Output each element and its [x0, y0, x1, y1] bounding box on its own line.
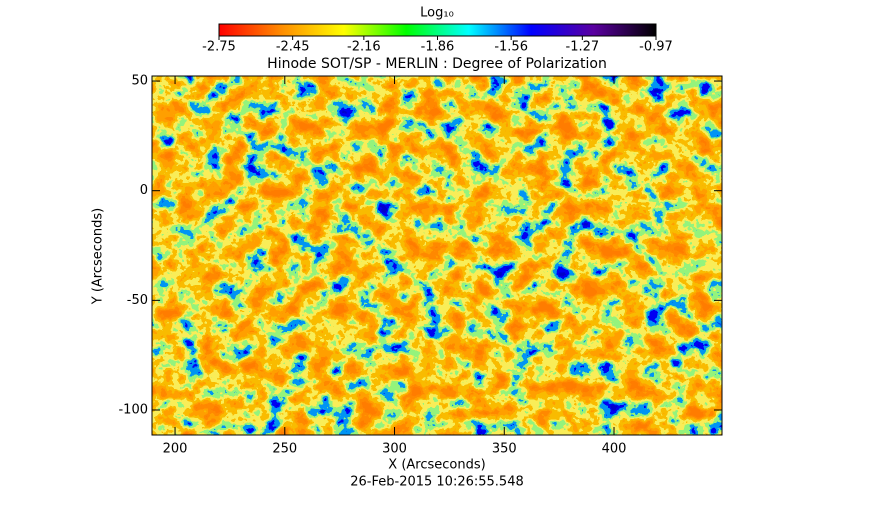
- colorbar-tick-label: -0.97: [639, 40, 673, 55]
- x-tick-label: 250: [272, 442, 297, 457]
- x-axis-label: X (Arcseconds): [388, 458, 485, 473]
- colorbar-tick-label: -1.86: [421, 40, 455, 55]
- timestamp: 26-Feb-2015 10:26:55.548: [350, 475, 524, 490]
- colorbar-tick-label: -2.75: [202, 40, 236, 55]
- y-tick-label: -100: [118, 402, 148, 417]
- y-tick-label: 50: [131, 74, 148, 89]
- colorbar: [218, 23, 657, 37]
- plot-frame: [151, 75, 723, 436]
- colorbar-tick-label: -2.45: [276, 40, 310, 55]
- heatmap-image: [152, 76, 722, 435]
- y-tick-label: 0: [140, 183, 148, 198]
- colorbar-tick-label: -2.16: [347, 40, 381, 55]
- x-tick-label: 200: [163, 442, 188, 457]
- x-tick-label: 350: [492, 442, 517, 457]
- colorbar-label: Log₁₀: [420, 6, 454, 21]
- y-tick-label: -50: [127, 293, 148, 308]
- x-tick-label: 300: [382, 442, 407, 457]
- x-tick-label: 400: [602, 442, 627, 457]
- y-axis-label: Y (Arcseconds): [91, 208, 106, 305]
- colorbar-tick-label: -1.27: [566, 40, 600, 55]
- colorbar-tick-label: -1.56: [494, 40, 528, 55]
- chart-title: Hinode SOT/SP - MERLIN : Degree of Polar…: [267, 56, 607, 72]
